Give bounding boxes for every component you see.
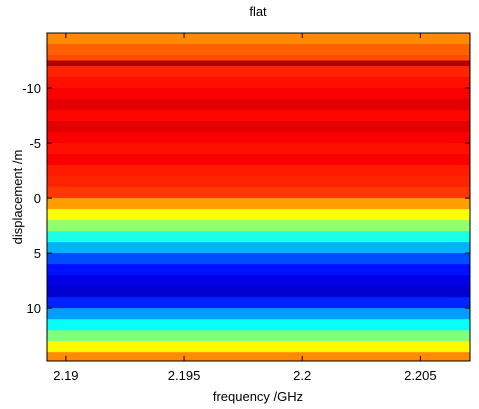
- heat-row: [47, 88, 470, 100]
- heat-row: [47, 187, 470, 199]
- heat-row: [47, 231, 470, 243]
- heat-row: [47, 242, 470, 254]
- y-tick-label: 5: [34, 246, 41, 261]
- heat-row: [47, 330, 470, 342]
- y-tick-label: -10: [22, 81, 41, 96]
- heat-row: [47, 209, 470, 221]
- heat-row: [47, 77, 470, 89]
- heat-row: [47, 352, 470, 361]
- plot-frame: [46, 32, 471, 362]
- heat-row: [47, 44, 470, 56]
- y-tick-label: -5: [29, 136, 41, 151]
- heat-row: [47, 308, 470, 320]
- heat-row: [47, 110, 470, 122]
- heat-row: [47, 275, 470, 287]
- x-tick-label: 2.205: [404, 368, 437, 383]
- heat-row: [47, 121, 470, 133]
- y-axis-label: displacement /m: [10, 150, 25, 245]
- heat-row: [47, 264, 470, 276]
- heat-row: [47, 297, 470, 309]
- heat-row: [47, 220, 470, 232]
- heat-row: [47, 66, 470, 78]
- heat-row: [47, 319, 470, 331]
- y-tick-label: 0: [34, 191, 41, 206]
- x-tick-label: 2.2: [293, 368, 311, 383]
- heat-row: [47, 33, 470, 45]
- heat-row: [47, 132, 470, 144]
- heat-row: [47, 154, 470, 166]
- heat-row: [47, 176, 470, 188]
- x-axis-label: frequency /GHz: [213, 389, 303, 404]
- heat-row: [47, 99, 470, 111]
- heat-row: [47, 341, 470, 353]
- heat-row: [47, 253, 470, 265]
- x-tick-label: 2.19: [53, 368, 78, 383]
- heat-row: [47, 165, 470, 177]
- y-tick-label: 10: [27, 301, 41, 316]
- chart-title: flat: [249, 4, 267, 19]
- heat-row: [47, 55, 470, 62]
- x-tick-label: 2.195: [168, 368, 201, 383]
- heat-row: [47, 60, 470, 67]
- heat-row: [47, 198, 470, 210]
- heat-row: [47, 143, 470, 155]
- heat-row: [47, 286, 470, 298]
